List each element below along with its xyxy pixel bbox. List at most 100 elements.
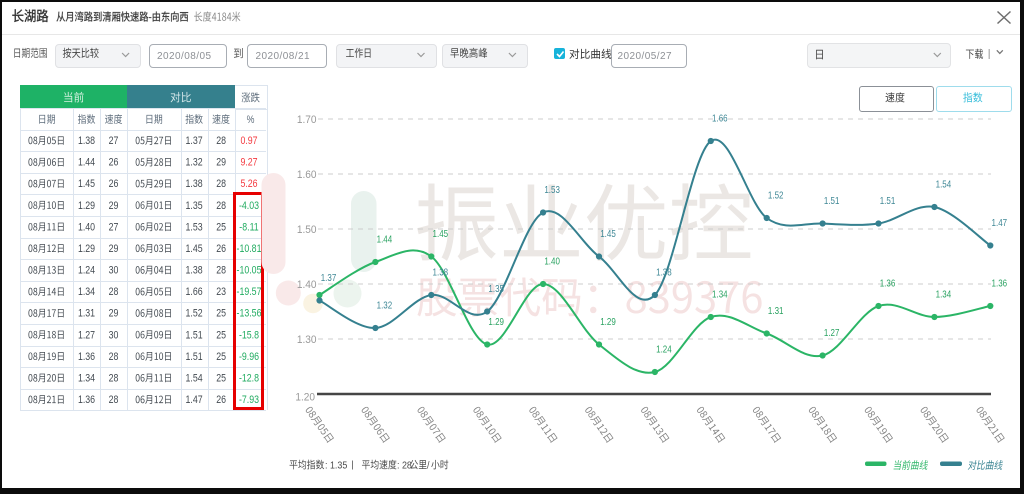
svg-text:1.51: 1.51 xyxy=(824,195,840,206)
svg-text:1.44: 1.44 xyxy=(78,157,96,169)
svg-text:25: 25 xyxy=(216,222,226,234)
svg-text:25: 25 xyxy=(216,308,226,320)
svg-text:-10.81: -10.81 xyxy=(237,243,262,255)
svg-text:-13.56: -13.56 xyxy=(237,308,262,320)
svg-text:26: 26 xyxy=(109,157,119,169)
svg-text:1.29: 1.29 xyxy=(488,316,504,327)
svg-text:-19.57: -19.57 xyxy=(237,286,262,298)
svg-text:1.27: 1.27 xyxy=(824,327,840,338)
svg-text:30: 30 xyxy=(109,329,119,341)
svg-text:1.51: 1.51 xyxy=(880,195,896,206)
svg-text:29: 29 xyxy=(216,157,226,169)
svg-text:1.24: 1.24 xyxy=(78,265,96,277)
svg-text:5.26: 5.26 xyxy=(240,178,258,190)
svg-text:1.45: 1.45 xyxy=(600,228,616,239)
svg-text:1.52: 1.52 xyxy=(768,190,784,201)
svg-text:25: 25 xyxy=(216,329,226,341)
svg-text:1.45: 1.45 xyxy=(186,243,204,255)
svg-text:-9.96: -9.96 xyxy=(239,351,259,363)
svg-text:1.34: 1.34 xyxy=(712,289,728,300)
svg-text:2020/05/27: 2020/05/27 xyxy=(618,51,673,62)
svg-text:1.20: 1.20 xyxy=(295,391,315,403)
svg-text:29: 29 xyxy=(109,308,119,320)
svg-text:27: 27 xyxy=(109,135,119,147)
svg-text:1.29: 1.29 xyxy=(600,316,616,327)
svg-text:28: 28 xyxy=(216,178,226,190)
svg-text:1.34: 1.34 xyxy=(78,373,96,385)
svg-text:1.31: 1.31 xyxy=(768,305,784,316)
svg-text:2020/08/21: 2020/08/21 xyxy=(256,51,311,62)
svg-text:1.54: 1.54 xyxy=(936,179,952,190)
svg-text:1.36: 1.36 xyxy=(992,278,1008,289)
svg-text:1.50: 1.50 xyxy=(297,224,317,236)
svg-text:-4.03: -4.03 xyxy=(239,200,259,212)
svg-text:1.29: 1.29 xyxy=(78,243,96,255)
svg-text:1.47: 1.47 xyxy=(992,217,1008,228)
svg-text:26: 26 xyxy=(216,394,226,406)
svg-text:: 1.35: : 1.35 xyxy=(325,460,347,472)
svg-text:25: 25 xyxy=(216,373,226,385)
svg-text:1.36: 1.36 xyxy=(880,278,896,289)
svg-text:26: 26 xyxy=(216,243,226,255)
svg-text:28: 28 xyxy=(109,286,119,298)
svg-text:26: 26 xyxy=(109,178,119,190)
svg-text:1.52: 1.52 xyxy=(186,308,204,320)
svg-text:0.97: 0.97 xyxy=(240,135,258,147)
svg-text:: 28: : 28 xyxy=(397,460,412,472)
svg-text:29: 29 xyxy=(109,200,119,212)
svg-text:1.40: 1.40 xyxy=(78,222,96,234)
svg-text:-10.05: -10.05 xyxy=(237,265,262,277)
svg-text:1.51: 1.51 xyxy=(186,329,204,341)
svg-text:1.32: 1.32 xyxy=(186,157,204,169)
svg-text:1.32: 1.32 xyxy=(377,300,393,311)
svg-text:1.38: 1.38 xyxy=(186,265,204,277)
svg-text:1.30: 1.30 xyxy=(297,334,317,346)
svg-text:1.45: 1.45 xyxy=(78,178,96,190)
svg-text:2020/08/05: 2020/08/05 xyxy=(157,51,212,62)
svg-text:28: 28 xyxy=(216,135,226,147)
svg-text:9.27: 9.27 xyxy=(240,157,258,169)
svg-text:1.34: 1.34 xyxy=(78,286,96,298)
svg-text:1.51: 1.51 xyxy=(186,351,204,363)
svg-text:1.34: 1.34 xyxy=(936,289,952,300)
svg-text:28: 28 xyxy=(216,200,226,212)
svg-text:-12.8: -12.8 xyxy=(239,373,259,385)
svg-text:1.37: 1.37 xyxy=(186,135,204,147)
svg-text:-8.11: -8.11 xyxy=(239,222,259,234)
svg-text:1.70: 1.70 xyxy=(297,114,317,126)
svg-text:1.38: 1.38 xyxy=(656,267,672,278)
svg-text:1.53: 1.53 xyxy=(544,184,560,195)
svg-text:25: 25 xyxy=(216,351,226,363)
svg-text:%: % xyxy=(247,114,255,126)
svg-text:1.44: 1.44 xyxy=(377,234,393,245)
svg-text:1.66: 1.66 xyxy=(712,113,728,124)
svg-text:1.38: 1.38 xyxy=(78,135,96,147)
svg-text:1.40: 1.40 xyxy=(297,279,317,291)
svg-text:29: 29 xyxy=(109,243,119,255)
svg-text:1.36: 1.36 xyxy=(78,394,96,406)
svg-text:1.53: 1.53 xyxy=(186,222,204,234)
svg-text:1.38: 1.38 xyxy=(433,267,449,278)
svg-text:30: 30 xyxy=(109,265,119,277)
svg-text:28: 28 xyxy=(109,373,119,385)
svg-text:1.40: 1.40 xyxy=(544,256,560,267)
svg-text:1.27: 1.27 xyxy=(78,329,96,341)
svg-text:-7.93: -7.93 xyxy=(239,394,259,406)
svg-text:1.37: 1.37 xyxy=(321,272,337,283)
svg-text:/: / xyxy=(427,460,430,472)
svg-text:28: 28 xyxy=(216,265,226,277)
svg-text:1.47: 1.47 xyxy=(186,394,204,406)
svg-text:23: 23 xyxy=(216,286,226,298)
svg-text:27: 27 xyxy=(109,222,119,234)
svg-text:1.38: 1.38 xyxy=(186,178,204,190)
svg-text:1.35: 1.35 xyxy=(186,200,204,212)
svg-text:1.66: 1.66 xyxy=(186,286,204,298)
svg-text:1.31: 1.31 xyxy=(78,308,96,320)
svg-text:-15.8: -15.8 xyxy=(239,329,259,341)
svg-text:1.60: 1.60 xyxy=(297,169,317,181)
svg-text:1.29: 1.29 xyxy=(78,200,96,212)
svg-text:28: 28 xyxy=(109,351,119,363)
svg-text:1.36: 1.36 xyxy=(78,351,96,363)
svg-text:1.24: 1.24 xyxy=(656,344,672,355)
svg-text:28: 28 xyxy=(109,394,119,406)
